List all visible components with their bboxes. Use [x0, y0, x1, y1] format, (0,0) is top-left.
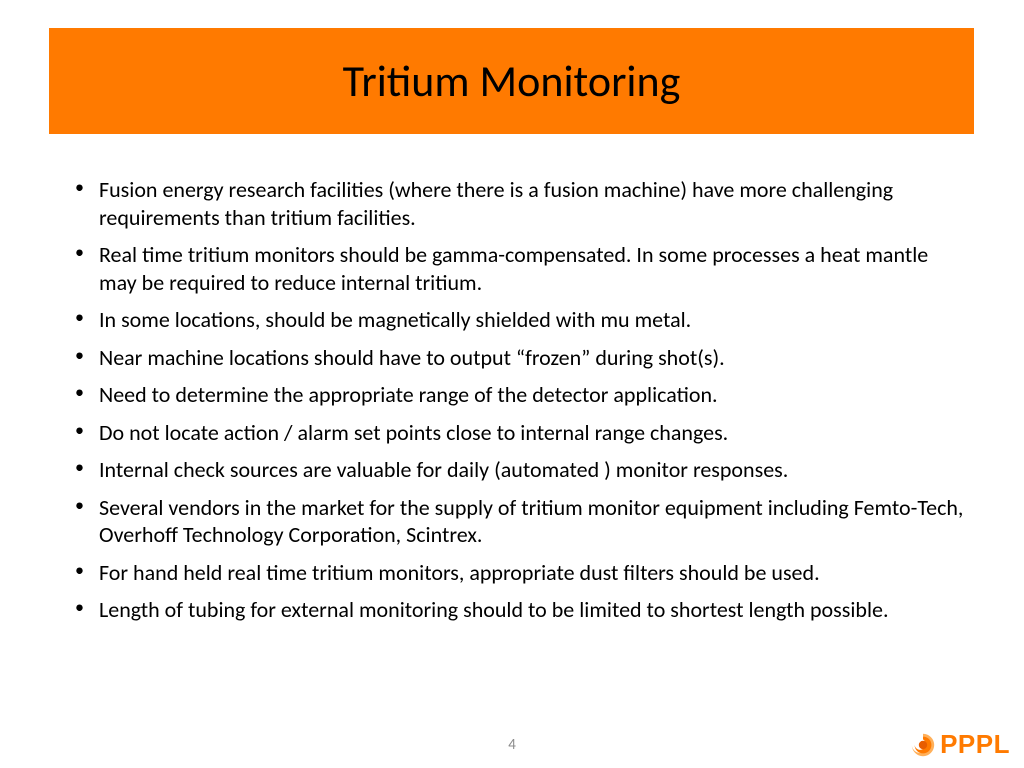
bullet-list: Fusion energy research facilities (where…: [69, 176, 969, 624]
slide-title: Tritium Monitoring: [343, 54, 681, 108]
bullet-item: For hand held real time tritium monitors…: [69, 559, 969, 587]
logo-text: PPPL: [940, 729, 1010, 760]
bullet-item: Do not locate action / alarm set points …: [69, 419, 969, 447]
logo-swirl-icon: [909, 731, 937, 759]
bullet-item: In some locations, should be magneticall…: [69, 306, 969, 334]
bullet-item: Fusion energy research facilities (where…: [69, 176, 969, 231]
bullet-item: Need to determine the appropriate range …: [69, 381, 969, 409]
bullet-item: Near machine locations should have to ou…: [69, 344, 969, 372]
bullet-item: Internal check sources are valuable for …: [69, 456, 969, 484]
title-bar: Tritium Monitoring: [49, 28, 974, 134]
bullet-item: Real time tritium monitors should be gam…: [69, 241, 969, 296]
bullet-item: Length of tubing for external monitoring…: [69, 596, 969, 624]
page-number: 4: [508, 736, 516, 754]
bullet-item: Several vendors in the market for the su…: [69, 494, 969, 549]
pppl-logo: PPPL: [909, 729, 1010, 760]
slide-body: Fusion energy research facilities (where…: [69, 176, 969, 634]
